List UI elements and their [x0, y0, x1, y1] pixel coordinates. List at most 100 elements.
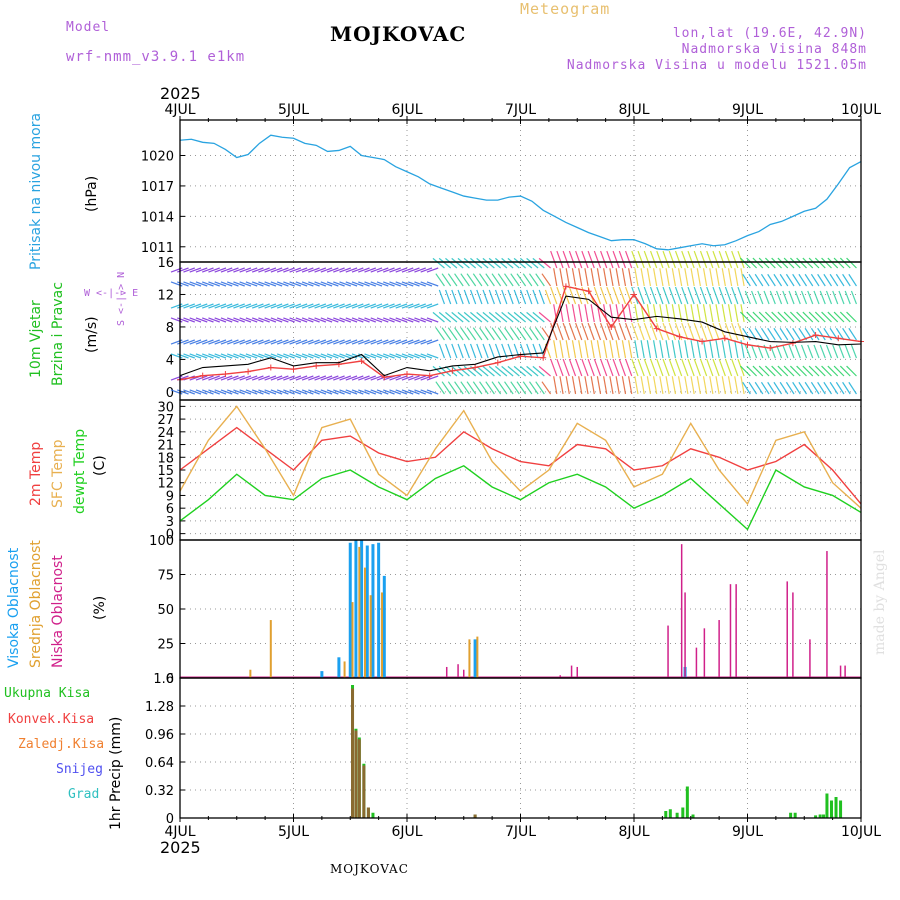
- wind-arrow: [600, 250, 608, 269]
- station-title: MOJKOVAC: [330, 22, 467, 46]
- wind-arrow: [846, 311, 857, 323]
- wind-arrow: [308, 353, 320, 359]
- y-tick-label: 21: [157, 439, 174, 454]
- wind-arrow: [802, 365, 814, 377]
- wind-arrow: [813, 290, 820, 305]
- temp-dew-line: [179, 464, 862, 531]
- wind-arrow: [752, 257, 764, 269]
- wind-arrow: [364, 317, 376, 323]
- wind-arrow: [351, 389, 364, 395]
- wind-arrow: [825, 290, 833, 305]
- wind-arrow: [251, 353, 264, 359]
- wind-arrow: [593, 250, 602, 269]
- wind-arrow: [807, 344, 814, 359]
- wind-gust-marker: [358, 358, 365, 365]
- wind-arrow: [744, 290, 751, 305]
- wind-arrow: [850, 344, 858, 359]
- wind-arrow: [495, 257, 508, 269]
- wind-arrow: [596, 268, 602, 287]
- wind-gust-marker: [608, 323, 615, 330]
- wind-arrow: [233, 375, 245, 381]
- wind-arrow: [389, 353, 401, 359]
- wind-arrow: [559, 376, 564, 395]
- wind-arrow: [752, 311, 764, 323]
- wind-arrow: [721, 304, 726, 323]
- cloud-low-bar: [718, 620, 720, 678]
- wind-arrow: [662, 250, 670, 269]
- y-tick-label: 3: [166, 515, 174, 530]
- wind-arrow: [804, 381, 814, 395]
- wind-arrow: [671, 268, 677, 287]
- wind-arrow: [466, 273, 477, 287]
- wind-gust-marker: [426, 372, 433, 379]
- wind-arrow: [208, 389, 220, 395]
- wind-arrow: [308, 317, 320, 323]
- wind-arrow: [289, 267, 302, 273]
- wind-arrow: [435, 381, 445, 395]
- wind-arrow: [239, 267, 252, 273]
- wind-arrow: [301, 267, 314, 273]
- wind-arrow: [681, 322, 689, 341]
- wind-arrow: [829, 273, 839, 287]
- cloud-mid-bar: [381, 592, 384, 678]
- wind-arrow: [264, 375, 277, 381]
- wind-arrow: [333, 267, 345, 273]
- wind-arrow: [482, 257, 495, 269]
- wind-arrow: [783, 311, 795, 323]
- wind-arrow: [183, 389, 195, 395]
- wind-arrow: [677, 268, 683, 287]
- wind-arrow: [731, 286, 739, 305]
- wind-arrow: [270, 303, 283, 309]
- wind-arrow: [821, 311, 832, 323]
- wind-arrow: [677, 340, 683, 359]
- wind-arrow: [646, 340, 652, 359]
- cloud-low-bar: [695, 647, 698, 678]
- cloud-low-bar: [839, 665, 842, 678]
- wind-arrow: [326, 303, 339, 309]
- wind-arrow: [696, 304, 701, 323]
- wind-arrow: [752, 365, 764, 377]
- wind-arrow: [571, 340, 577, 359]
- wind-arrow: [189, 267, 202, 273]
- wind-arrow: [581, 322, 589, 341]
- wind-arrow: [538, 289, 545, 305]
- wind-arrow: [308, 303, 320, 309]
- wind-arrow: [513, 343, 520, 359]
- wind-arrow: [785, 381, 795, 395]
- wind-arrow: [634, 340, 639, 359]
- y-tick-label: 0: [166, 528, 174, 543]
- wind-arrow: [395, 353, 408, 359]
- wind-arrow: [264, 281, 277, 287]
- wind-arrow: [709, 376, 714, 395]
- y-tick-label: 30: [157, 400, 174, 415]
- wind-arrow: [665, 340, 670, 359]
- wind-arrow: [401, 339, 414, 345]
- cloud-mid-bar: [358, 546, 361, 678]
- y-tick-label: 24: [157, 426, 174, 441]
- wind-arrow: [538, 365, 551, 377]
- wind-arrow: [451, 289, 458, 305]
- wind-arrow: [734, 376, 739, 395]
- wind-gust-marker: [585, 288, 592, 295]
- wind-arrow: [684, 268, 689, 287]
- wind-arrow: [709, 304, 714, 323]
- wind-arrow: [420, 267, 433, 273]
- wind-arrow: [823, 273, 832, 287]
- wind-arrow: [426, 317, 439, 323]
- wind-arrow: [631, 358, 639, 377]
- wind-arrow: [245, 353, 258, 359]
- wind-arrow: [798, 381, 808, 395]
- x-tick-label-bottom: 10JUL: [841, 824, 881, 840]
- model-elevation-label: Nadmorska Visina u modelu 1521.05m: [566, 58, 867, 73]
- wind-arrow: [681, 250, 689, 269]
- wind-arrow: [264, 303, 277, 309]
- wind-arrow: [516, 381, 527, 395]
- wind-arrow: [827, 257, 839, 269]
- wind-arrow: [746, 257, 758, 269]
- cloud-low-bar: [445, 666, 448, 678]
- wind-arrow: [370, 389, 383, 395]
- wind-arrow: [615, 268, 620, 287]
- wind-arrow: [351, 303, 364, 309]
- wind-arrow: [426, 267, 439, 273]
- wind-arrow: [239, 389, 252, 395]
